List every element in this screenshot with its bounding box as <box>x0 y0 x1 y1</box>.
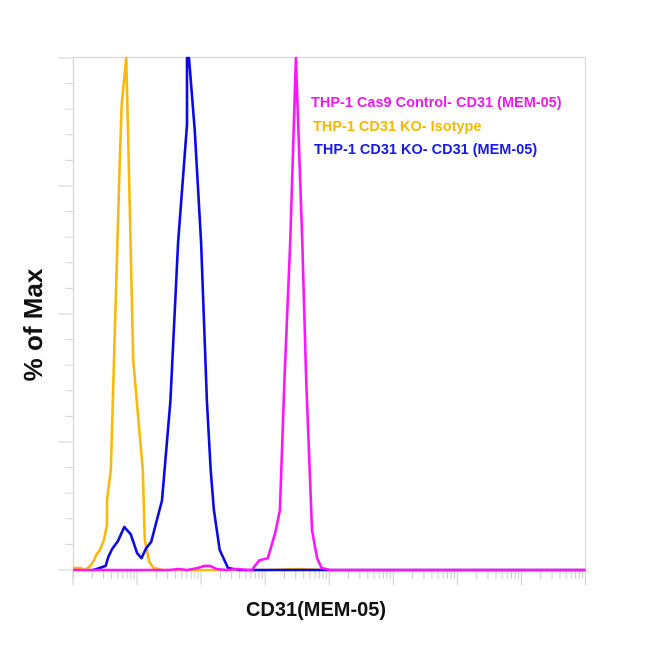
x-axis-ticks <box>72 571 586 585</box>
histogram-series <box>73 56 586 572</box>
y-axis-ticks <box>58 57 73 571</box>
legend: THP-1 Cas9 Control- CD31 (MEM-05) THP-1 … <box>311 95 562 158</box>
legend-item-cas9-control: THP-1 Cas9 Control- CD31 (MEM-05) <box>311 95 562 111</box>
plot-frame <box>72 56 587 578</box>
x-axis-title: CD31(MEM-05) <box>246 599 386 621</box>
y-axis-title: % of Max <box>18 268 48 381</box>
legend-item-ko-cd31: THP-1 CD31 KO- CD31 (MEM-05) <box>314 142 537 158</box>
series-thp-1-cd31-ko-cd31-mem-05 <box>91 56 586 572</box>
series-thp-1-cas9-control-cd31-mem-05 <box>73 56 586 572</box>
legend-item-ko-isotype: THP-1 CD31 KO- Isotype <box>313 119 481 135</box>
